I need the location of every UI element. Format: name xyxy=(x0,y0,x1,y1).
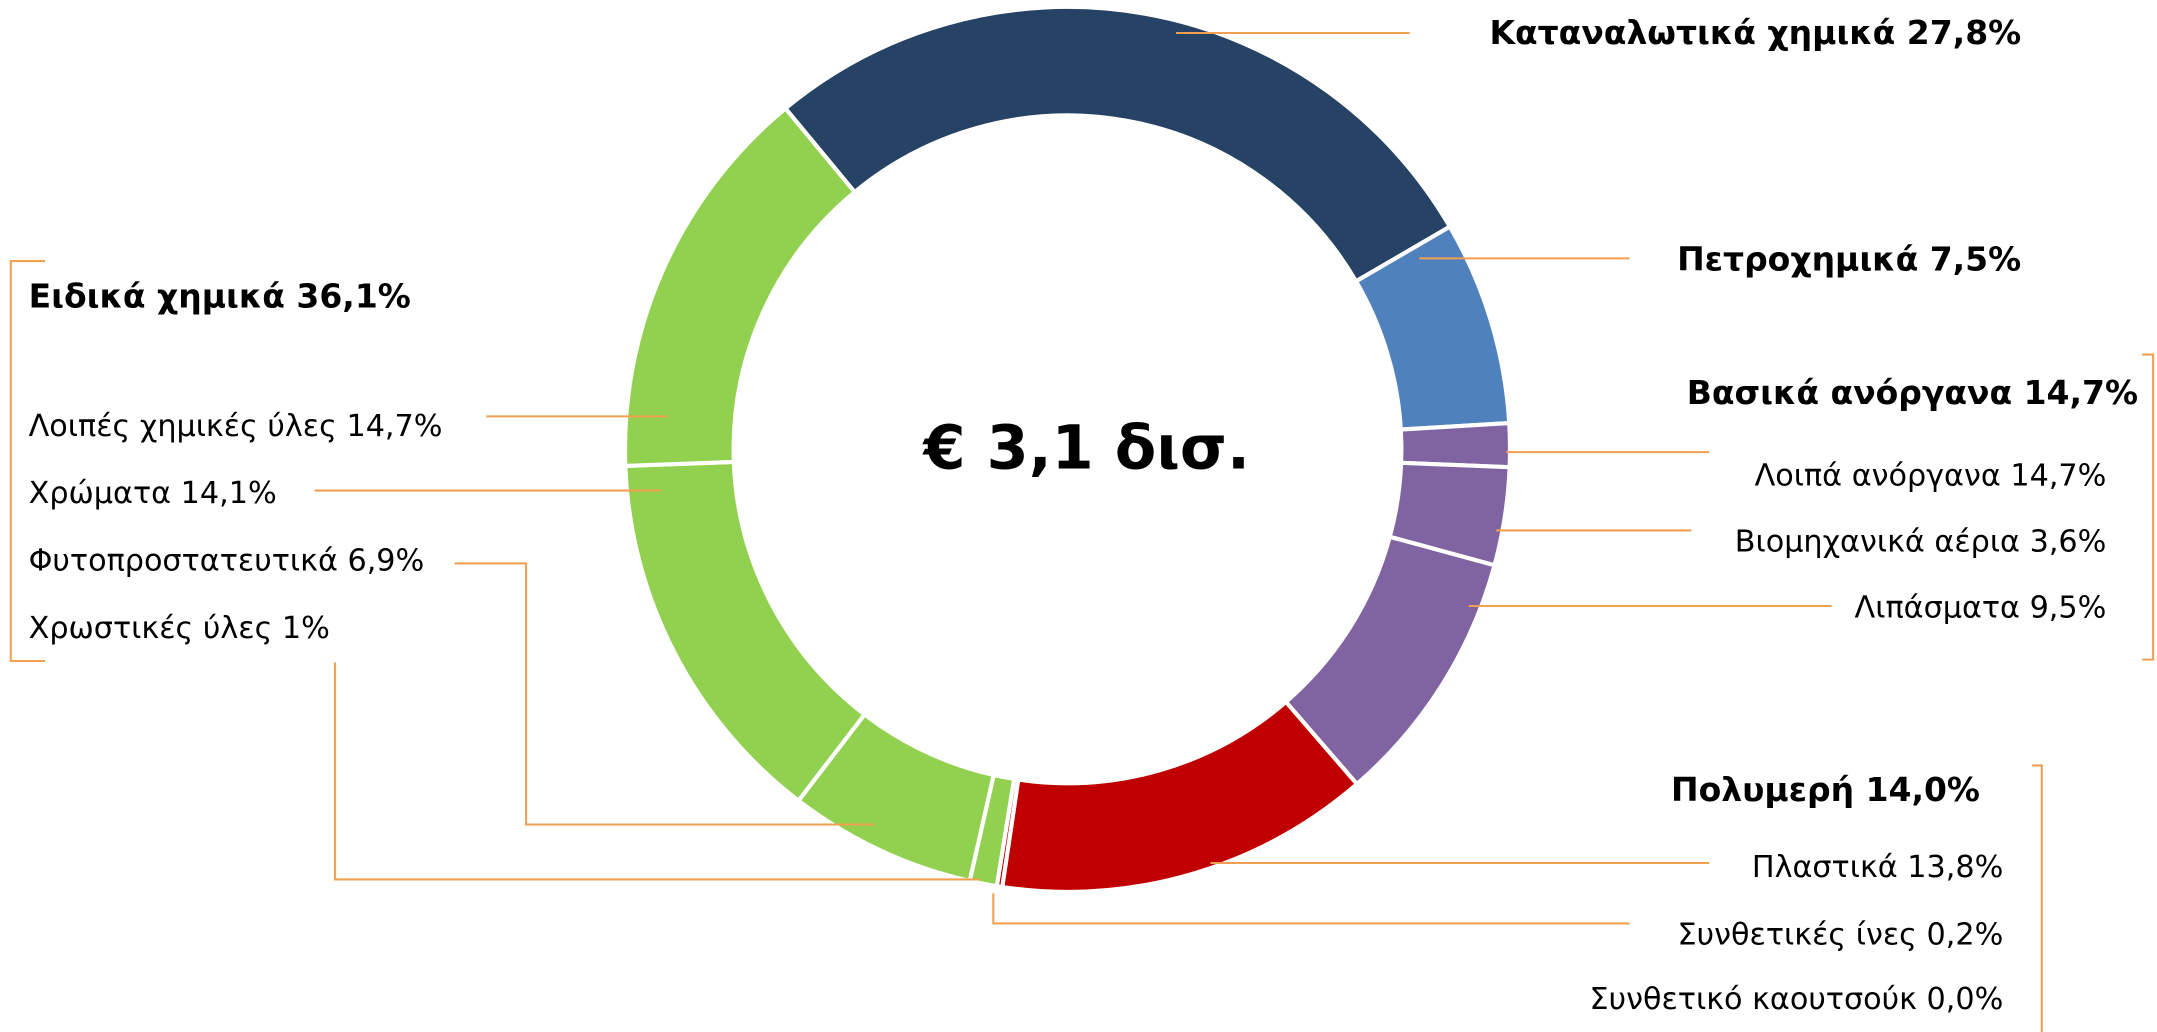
group-label: Καταναλωτικά χημικά 27,8% xyxy=(1489,13,2021,52)
category-label: Βιομηχανικά αέρια 3,6% xyxy=(1735,524,2107,559)
leader-line xyxy=(334,662,980,881)
bracket xyxy=(2142,353,2155,661)
group-label: Ειδικά χημικά 36,1% xyxy=(29,277,411,316)
category-label: Χρώματα 14,1% xyxy=(29,476,277,511)
leader-line xyxy=(454,562,874,826)
category-label: Χρωστικές ύλες 1% xyxy=(29,611,330,646)
group-label: Πετροχημικά 7,5% xyxy=(1677,240,2021,279)
bracket xyxy=(2032,764,2043,1032)
category-label: Φυτοπροστατευτικά 6,9% xyxy=(29,544,425,579)
bracket xyxy=(9,260,46,663)
slice xyxy=(623,459,868,804)
category-label: Πλαστικά 13,8% xyxy=(1752,850,2003,885)
slice xyxy=(782,4,1453,285)
leader-line xyxy=(992,893,1630,925)
category-label: Συνθετικό καουτσούκ 0,0% xyxy=(1590,982,2004,1017)
category-label: Λοιπές χημικές ύλες 14,7% xyxy=(29,409,443,444)
group-label: Πολυμερή 14,0% xyxy=(1671,770,1980,809)
center-label: € 3,1 δισ. xyxy=(922,414,1250,484)
slices xyxy=(622,4,1513,894)
group-label: Βασικά ανόργανα 14,7% xyxy=(1687,373,2138,412)
slice xyxy=(622,105,858,469)
category-label: Συνθετικές ίνες 0,2% xyxy=(1678,917,2004,952)
slice xyxy=(1398,420,1513,470)
category-label: Λοιπά ανόργανα 14,7% xyxy=(1755,458,2107,493)
category-label: Λιπάσματα 9,5% xyxy=(1855,590,2107,625)
